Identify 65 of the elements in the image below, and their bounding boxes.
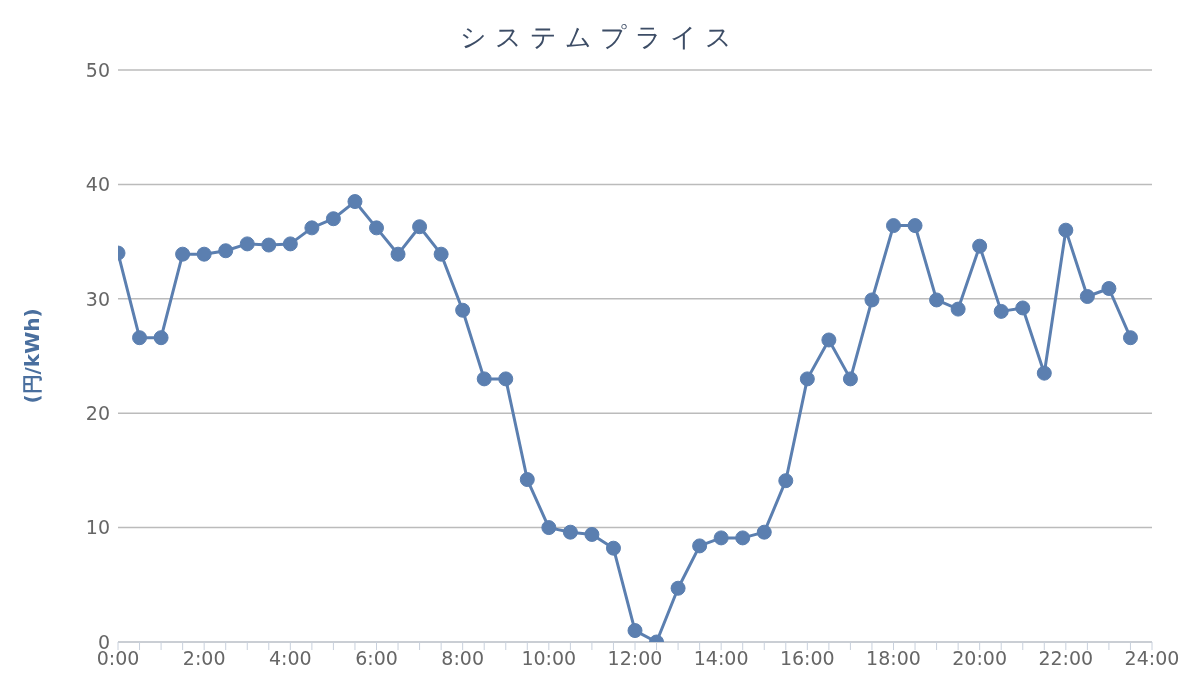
x-tick-label: 20:00 [952, 647, 1008, 670]
point [1079, 289, 1095, 305]
point [692, 538, 708, 554]
point [972, 238, 988, 254]
point [347, 194, 363, 210]
point [886, 218, 901, 234]
x-tick-label: 6:00 [355, 647, 398, 670]
point [1058, 222, 1074, 238]
x-tick-label: 4:00 [269, 647, 312, 670]
chart-title: システムプライス [459, 21, 741, 54]
point [1101, 281, 1117, 296]
point [325, 211, 341, 227]
point [282, 236, 298, 252]
point [864, 292, 880, 308]
point [1122, 330, 1138, 346]
x-tick-label: 18:00 [866, 647, 921, 670]
y-tick-label: 30 [85, 287, 110, 310]
x-tick-label: 12:00 [607, 647, 663, 670]
point [950, 301, 966, 317]
point [218, 243, 234, 259]
point [993, 303, 1009, 319]
point [670, 580, 686, 596]
point [799, 371, 815, 387]
point [412, 219, 428, 235]
point [756, 524, 772, 540]
point [627, 623, 643, 639]
point [605, 540, 621, 556]
y-tick-label: 50 [85, 58, 110, 81]
x-tick-label: 2:00 [182, 647, 226, 670]
point [390, 246, 406, 262]
point [907, 218, 923, 234]
point [929, 292, 945, 308]
point [842, 371, 858, 387]
point [735, 530, 751, 546]
point [261, 237, 277, 253]
point [778, 473, 794, 489]
y-tick-label: 20 [85, 401, 110, 424]
point [519, 472, 535, 488]
point [713, 530, 729, 546]
x-tick-label: 16:00 [779, 647, 835, 670]
x-tick-label: 14:00 [693, 647, 749, 670]
point [196, 246, 212, 262]
point [304, 220, 320, 236]
point [132, 330, 148, 346]
point [455, 302, 471, 318]
point [498, 371, 514, 387]
point [153, 330, 169, 346]
point [369, 220, 384, 236]
y-tick-label: 40 [85, 173, 110, 196]
point [584, 526, 600, 542]
point [541, 520, 557, 536]
x-tick-label: 8:00 [441, 647, 484, 670]
point [476, 371, 492, 387]
point [562, 524, 578, 540]
point [175, 246, 191, 262]
x-tick-label: 22:00 [1038, 647, 1094, 670]
point [433, 246, 449, 262]
point [1036, 365, 1052, 381]
x-tick-label: 10:00 [521, 647, 577, 670]
y-axis-title: (円/kWh) [20, 308, 45, 404]
y-tick-label: 10 [85, 516, 110, 539]
point [239, 236, 255, 252]
x-tick-label: 24:00 [1124, 647, 1180, 670]
point [1015, 300, 1031, 316]
point [821, 332, 837, 348]
